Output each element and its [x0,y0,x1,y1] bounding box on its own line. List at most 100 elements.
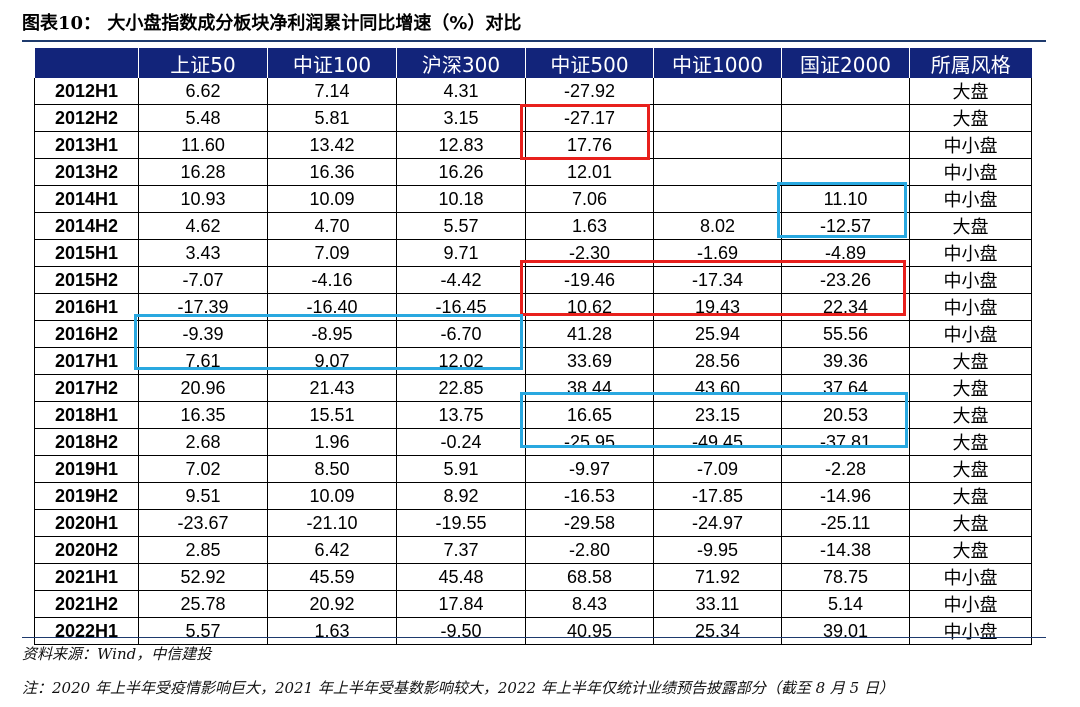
value-cell: -0.24 [396,428,526,456]
value-cell: -4.42 [396,266,526,294]
style-cell: 大盘 [909,347,1032,375]
value-cell [781,158,910,186]
value-cell: -19.46 [525,266,654,294]
value-cell: 3.15 [396,104,526,132]
period-cell: 2020H2 [34,536,139,564]
value-cell: 22.85 [396,374,526,402]
style-cell: 中小盘 [909,320,1032,348]
value-cell: -17.39 [138,293,268,321]
period-cell: 2015H2 [34,266,139,294]
value-cell: -9.39 [138,320,268,348]
column-header: 沪深300 [396,48,526,78]
value-cell: 13.42 [267,131,397,159]
value-cell: 68.58 [525,563,654,591]
value-cell: 12.83 [396,131,526,159]
title-divider [22,40,1046,42]
column-header: 所属风格 [909,48,1032,78]
value-cell: 7.06 [525,185,654,213]
value-cell [653,158,782,186]
table-header-row: 上证50 中证100 沪深300 中证500 中证1000 国证2000 所属风格 [34,48,1032,78]
value-cell: -37.81 [781,428,910,456]
style-cell: 大盘 [909,78,1032,105]
value-cell: 25.78 [138,590,268,618]
header-blank [34,48,139,78]
value-cell: 5.91 [396,455,526,483]
value-cell: 33.11 [653,590,782,618]
value-cell: -9.95 [653,536,782,564]
style-cell: 中小盘 [909,158,1032,186]
value-cell: 2.85 [138,536,268,564]
value-cell: -1.69 [653,239,782,267]
value-cell: 4.31 [396,78,526,105]
column-header: 中证1000 [653,48,782,78]
column-header: 上证50 [138,48,268,78]
value-cell: -7.09 [653,455,782,483]
value-cell: -2.30 [525,239,654,267]
value-cell: 28.56 [653,347,782,375]
table-row: 2018H1 16.35 15.51 13.75 16.65 23.15 20.53 大盘 [34,401,1032,429]
value-cell: 16.28 [138,158,268,186]
value-cell: 55.56 [781,320,910,348]
figure-title-text: 大小盘指数成分板块净利润累计同比增速（%）对比 [107,13,522,34]
value-cell: -23.26 [781,266,910,294]
table-row: 2020H2 2.85 6.42 7.37 -2.80 -9.95 -14.38 大盘 [34,536,1032,564]
value-cell: 25.94 [653,320,782,348]
value-cell: 19.43 [653,293,782,321]
value-cell [781,131,910,159]
value-cell: 33.69 [525,347,654,375]
value-cell: 12.02 [396,347,526,375]
table-row: 2015H1 3.43 7.09 9.71 -2.30 -1.69 -4.89 中小盘 [34,239,1032,267]
style-cell: 大盘 [909,536,1032,564]
value-cell: -27.92 [525,78,654,105]
value-cell: -2.80 [525,536,654,564]
value-cell: 11.10 [781,185,910,213]
value-cell: 20.96 [138,374,268,402]
value-cell: 40.95 [525,617,654,645]
growth-comparison-table: 上证50 中证100 沪深300 中证500 中证1000 国证2000 所属风格 2012… [34,48,1032,645]
period-cell: 2014H2 [34,212,139,240]
style-cell: 大盘 [909,374,1032,402]
value-cell: 1.96 [267,428,397,456]
table-row: 2020H1 -23.67 -21.10 -19.55 -29.58 -24.97 -25.… [34,509,1032,537]
value-cell: -25.11 [781,509,910,537]
value-cell: -14.38 [781,536,910,564]
value-cell: 45.48 [396,563,526,591]
value-cell: 7.37 [396,536,526,564]
value-cell [653,131,782,159]
figure-label: 图表10： [22,13,102,34]
value-cell: 7.14 [267,78,397,105]
period-cell: 2019H1 [34,455,139,483]
value-cell: 8.43 [525,590,654,618]
style-cell: 中小盘 [909,266,1032,294]
value-cell: -27.17 [525,104,654,132]
table-row: 2019H1 7.02 8.50 5.91 -9.97 -7.09 -2.28 大盘 [34,455,1032,483]
value-cell: 16.36 [267,158,397,186]
value-cell: 10.09 [267,185,397,213]
value-cell: -29.58 [525,509,654,537]
style-cell: 中小盘 [909,293,1032,321]
column-header: 中证100 [267,48,397,78]
value-cell: -14.96 [781,482,910,510]
style-cell: 大盘 [909,428,1032,456]
value-cell: -12.57 [781,212,910,240]
value-cell: 3.43 [138,239,268,267]
style-cell: 大盘 [909,509,1032,537]
table-row: 2019H2 9.51 10.09 8.92 -16.53 -17.85 -14.96 大盘 [34,482,1032,510]
value-cell: 78.75 [781,563,910,591]
period-cell: 2016H2 [34,320,139,348]
value-cell: 71.92 [653,563,782,591]
value-cell [781,78,910,105]
value-cell: 25.34 [653,617,782,645]
value-cell: 23.15 [653,401,782,429]
period-cell: 2013H1 [34,131,139,159]
value-cell: -23.67 [138,509,268,537]
style-cell: 中小盘 [909,239,1032,267]
value-cell: 37.64 [781,374,910,402]
value-cell: 8.92 [396,482,526,510]
value-cell: 10.62 [525,293,654,321]
table-row: 2018H2 2.68 1.96 -0.24 -25.95 -49.45 -37.81 大盘 [34,428,1032,456]
value-cell: 6.62 [138,78,268,105]
table-row: 2021H2 25.78 20.92 17.84 8.43 33.11 5.14 中小盘 [34,590,1032,618]
period-cell: 2017H2 [34,374,139,402]
value-cell: 9.07 [267,347,397,375]
